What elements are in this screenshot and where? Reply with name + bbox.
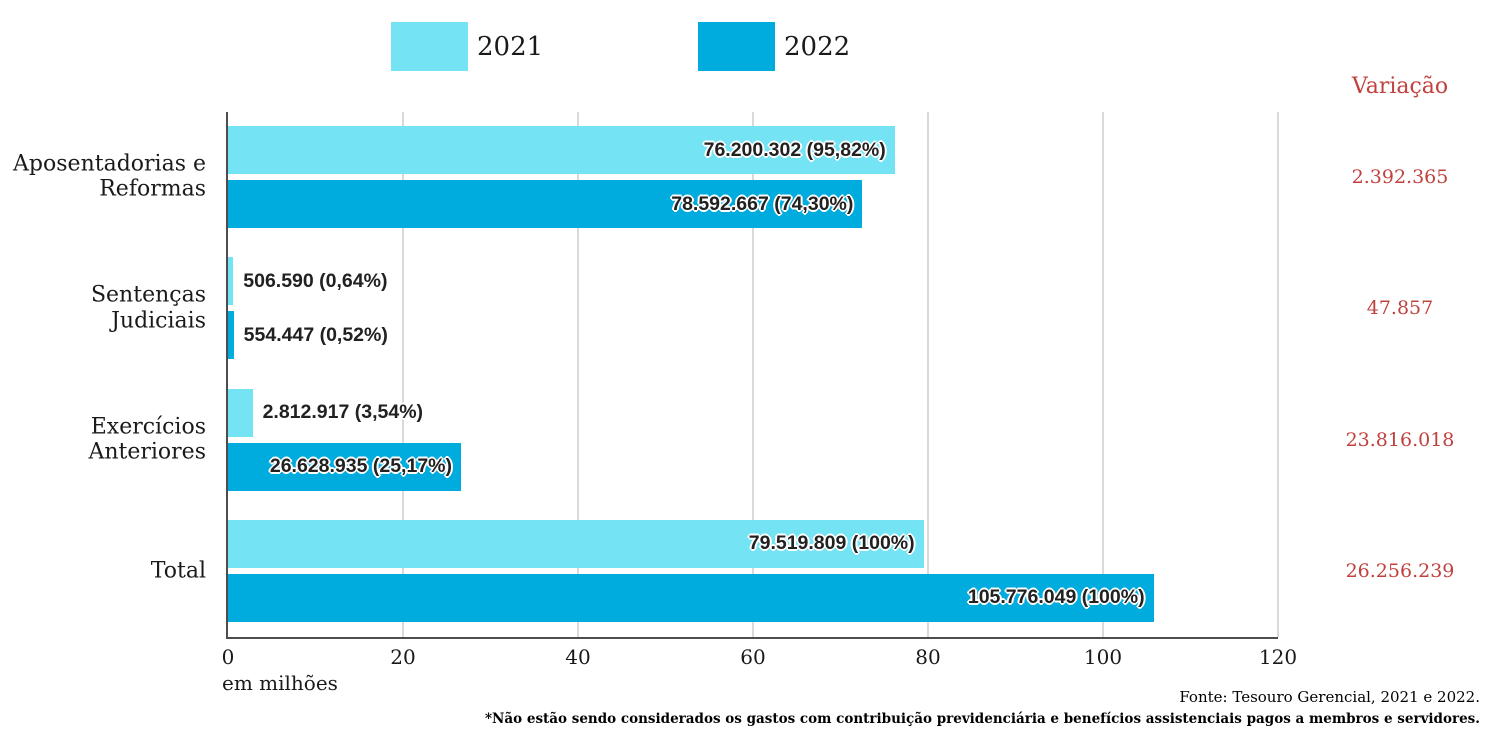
gridline-120 <box>1277 112 1279 637</box>
bar-value-label-2022-exercicios-anteriores: 26.628.935 (25,17%) <box>269 455 452 477</box>
legend-item-2021: 2021 <box>391 22 543 71</box>
bar-value-label-2022-total: 105.776.049 (100%) <box>967 586 1145 609</box>
bar-group-aposentadorias-e-reformas: 76.200.302 (95,82%) 78.592.667 (74,30%) <box>228 112 1278 243</box>
bar-row-2021-aposentadorias-e-reformas: 76.200.302 (95,82%) <box>228 126 1278 174</box>
bar-value-label-2022-sentencas-judiciais: 554.447 (0,52%) <box>243 323 388 346</box>
x-tick-60: 60 <box>740 645 766 669</box>
legend-label-2022: 2022 <box>784 31 851 62</box>
variacao-value-exercicios-anteriores: 23.816.018 <box>1345 428 1455 451</box>
bar-2022-sentencas-judiciais: 554.447 (0,52%) <box>228 311 388 360</box>
bar-2021-sentencas-judiciais: 506.590 (0,64%) <box>228 257 387 306</box>
legend-label-2021: 2021 <box>477 31 544 62</box>
bar-2022-total: 105.776.049 (100%) <box>228 573 1154 622</box>
bar-2021-aposentadorias-e-reformas: 76.200.302 (95,82%) <box>228 126 895 174</box>
bar-row-2021-exercicios-anteriores: 2.812.917 (3,54%) <box>228 388 1278 437</box>
bar-row-2022-aposentadorias-e-reformas: 78.592.667 (74,30%) <box>228 180 1278 228</box>
gridline-40 <box>576 112 579 637</box>
bar-row-2022-exercicios-anteriores: 26.628.935 (25,17%) <box>228 442 1278 491</box>
bar-value-label-2021-aposentadorias-e-reformas: 76.200.302 (95,82%) <box>703 138 886 161</box>
bar-2022-aposentadorias-e-reformas: 78.592.667 (74,30%) <box>228 180 863 228</box>
bar-row-2021-total: 79.519.809 (100%) <box>228 519 1278 568</box>
variacao-column-title: Variação <box>1351 74 1449 99</box>
gridline-80 <box>926 112 929 637</box>
x-tick-20: 20 <box>390 645 416 669</box>
variacao-value-total: 26.256.239 <box>1345 559 1455 582</box>
bar-row-2022-sentencas-judiciais: 554.447 (0,52%) <box>228 311 1278 360</box>
x-axis-unit-label: em milhões <box>222 671 338 695</box>
gridline-20 <box>401 112 404 637</box>
bar-value-label-2021-sentencas-judiciais: 506.590 (0,64%) <box>243 269 388 292</box>
category-label-exercicios-anteriores: Exercícios Anteriores <box>88 414 206 465</box>
gridline-100 <box>1102 112 1104 637</box>
x-tick-0: 0 <box>221 645 235 669</box>
legend-swatch-2022 <box>698 22 775 71</box>
bar-group-sentencas-judiciais: 506.590 (0,64%) 554.447 (0,52%) <box>228 243 1278 374</box>
x-tick-120: 120 <box>1258 645 1298 669</box>
plot-area: 76.200.302 (95,82%) 78.592.667 (74,30%) 50… <box>226 112 1279 639</box>
bar-row-2022-total: 105.776.049 (100%) <box>228 573 1278 622</box>
x-tick-100: 100 <box>1083 645 1123 669</box>
variacao-value-sentencas-judiciais: 47.857 <box>1366 297 1434 320</box>
legend-swatch-2021 <box>391 22 468 71</box>
x-tick-80: 80 <box>915 645 941 669</box>
legend-item-2022: 2022 <box>698 22 850 71</box>
bar-value-label-2022-aposentadorias-e-reformas: 78.592.667 (74,30%) <box>671 192 854 215</box>
bar-2022-exercicios-anteriores: 26.628.935 (25,17%) <box>228 442 461 491</box>
variacao-value-aposentadorias-e-reformas: 2.392.365 <box>1351 166 1449 188</box>
bar-row-2021-sentencas-judiciais: 506.590 (0,64%) <box>228 257 1278 306</box>
category-label-sentencas-judiciais: Sentenças Judiciais <box>90 282 206 334</box>
gridline-60 <box>752 112 754 637</box>
bar-group-total: 79.519.809 (100%) 105.776.049 (100%) <box>228 506 1278 637</box>
bar-value-label-2021-total: 79.519.809 (100%) <box>748 532 915 555</box>
disclaimer-note: *Não estão sendo considerados os gastos … <box>485 711 1480 727</box>
bar-value-label-2021-exercicios-anteriores: 2.812.917 (3,54%) <box>262 401 424 423</box>
bar-2021-total: 79.519.809 (100%) <box>228 519 924 568</box>
bar-2021-exercicios-anteriores: 2.812.917 (3,54%) <box>228 388 423 437</box>
source-note: Fonte: Tesouro Gerencial, 2021 e 2022. <box>1179 688 1480 706</box>
bar-group-exercicios-anteriores: 2.812.917 (3,54%) 26.628.935 (25,17%) <box>228 375 1278 506</box>
category-label-aposentadorias-e-reformas: Aposentadorias e Reformas <box>13 151 206 202</box>
x-tick-40: 40 <box>565 645 591 669</box>
category-label-total: Total <box>150 558 206 584</box>
